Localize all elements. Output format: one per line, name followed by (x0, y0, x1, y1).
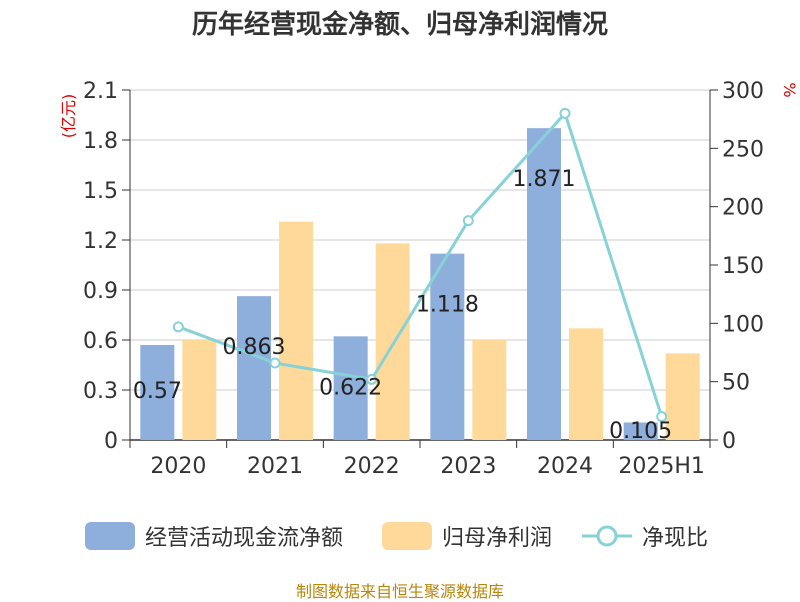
y-right-tick-label: 50 (722, 371, 750, 396)
data-label-cashflow: 0.57 (133, 379, 182, 404)
y-right-tick-label: 0 (722, 429, 736, 454)
legend-item-ratio[interactable]: 净现比 (582, 516, 708, 556)
x-tick-label: 2025H1 (618, 454, 705, 479)
x-tick-label: 2022 (344, 454, 400, 479)
data-label-cashflow: 0.622 (319, 375, 382, 400)
y-right-unit: % (780, 82, 799, 97)
data-label-cashflow: 1.871 (513, 167, 576, 192)
legend-label-net-profit: 归母净利润 (442, 526, 553, 551)
legend-label-cashflow: 经营活动现金流净额 (145, 526, 344, 551)
bar-cashflow (623, 422, 658, 440)
legend-swatch-net-profit (382, 522, 432, 550)
y-left-tick-label: 1.5 (83, 179, 118, 204)
bar-cashflow (430, 253, 465, 440)
bar-net-profit (182, 340, 217, 440)
y-left-tick-label: 0.9 (83, 279, 118, 304)
legend-item-cashflow[interactable]: 经营活动现金流净额 (85, 516, 343, 556)
bar-cashflow (140, 345, 175, 440)
point-ratio (269, 357, 281, 369)
point-ratio (559, 107, 571, 119)
y-left-tick-label: 0.3 (83, 379, 118, 404)
y-left-tick-label: 2.1 (83, 79, 118, 104)
point-ratio (656, 411, 668, 423)
legend-line-ratio-icon (582, 525, 632, 547)
y-right-tick-label: 200 (722, 196, 764, 221)
y-left-tick-label: 1.8 (83, 129, 118, 154)
chart-legend: 经营活动现金流净额 归母净利润 净现比 (0, 516, 800, 556)
y-right-tick-label: 150 (722, 254, 764, 279)
point-ratio (366, 373, 378, 385)
bar-net-profit (375, 243, 410, 440)
y-right-tick-label: 100 (722, 312, 764, 337)
x-tick-label: 2023 (440, 454, 496, 479)
y-right-tick-label: 250 (722, 137, 764, 162)
point-ratio (172, 321, 184, 333)
data-label-cashflow: 0.105 (609, 419, 672, 444)
y-left-tick-label: 0 (104, 429, 118, 454)
bar-net-profit (472, 340, 507, 440)
chart-title: 历年经营现金净额、归母净利润情况 (191, 10, 608, 40)
data-label-cashflow: 1.118 (416, 293, 479, 318)
bar-cashflow (527, 128, 561, 440)
y-right-tick-label: 300 (722, 79, 764, 104)
data-label-cashflow: 0.863 (223, 335, 286, 360)
bar-cashflow (237, 296, 271, 440)
legend-label-ratio: 净现比 (642, 526, 709, 551)
bar-net-profit (665, 353, 700, 440)
source-note: 制图数据来自恒生聚源数据库 (295, 582, 504, 601)
x-tick-label: 2020 (150, 454, 206, 479)
bar-net-profit (569, 328, 603, 440)
line-ratio (177, 110, 664, 418)
bar-cashflow (333, 336, 368, 440)
bar-net-profit (279, 221, 313, 440)
legend-item-net-profit[interactable]: 归母净利润 (382, 516, 552, 556)
y-left-tick-label: 1.2 (83, 229, 118, 254)
point-ratio (462, 215, 474, 227)
x-tick-label: 2021 (247, 454, 303, 479)
legend-swatch-cashflow (85, 522, 135, 550)
y-left-unit: (亿元) (59, 94, 78, 139)
y-left-tick-label: 0.6 (83, 329, 118, 354)
x-tick-label: 2024 (537, 454, 593, 479)
